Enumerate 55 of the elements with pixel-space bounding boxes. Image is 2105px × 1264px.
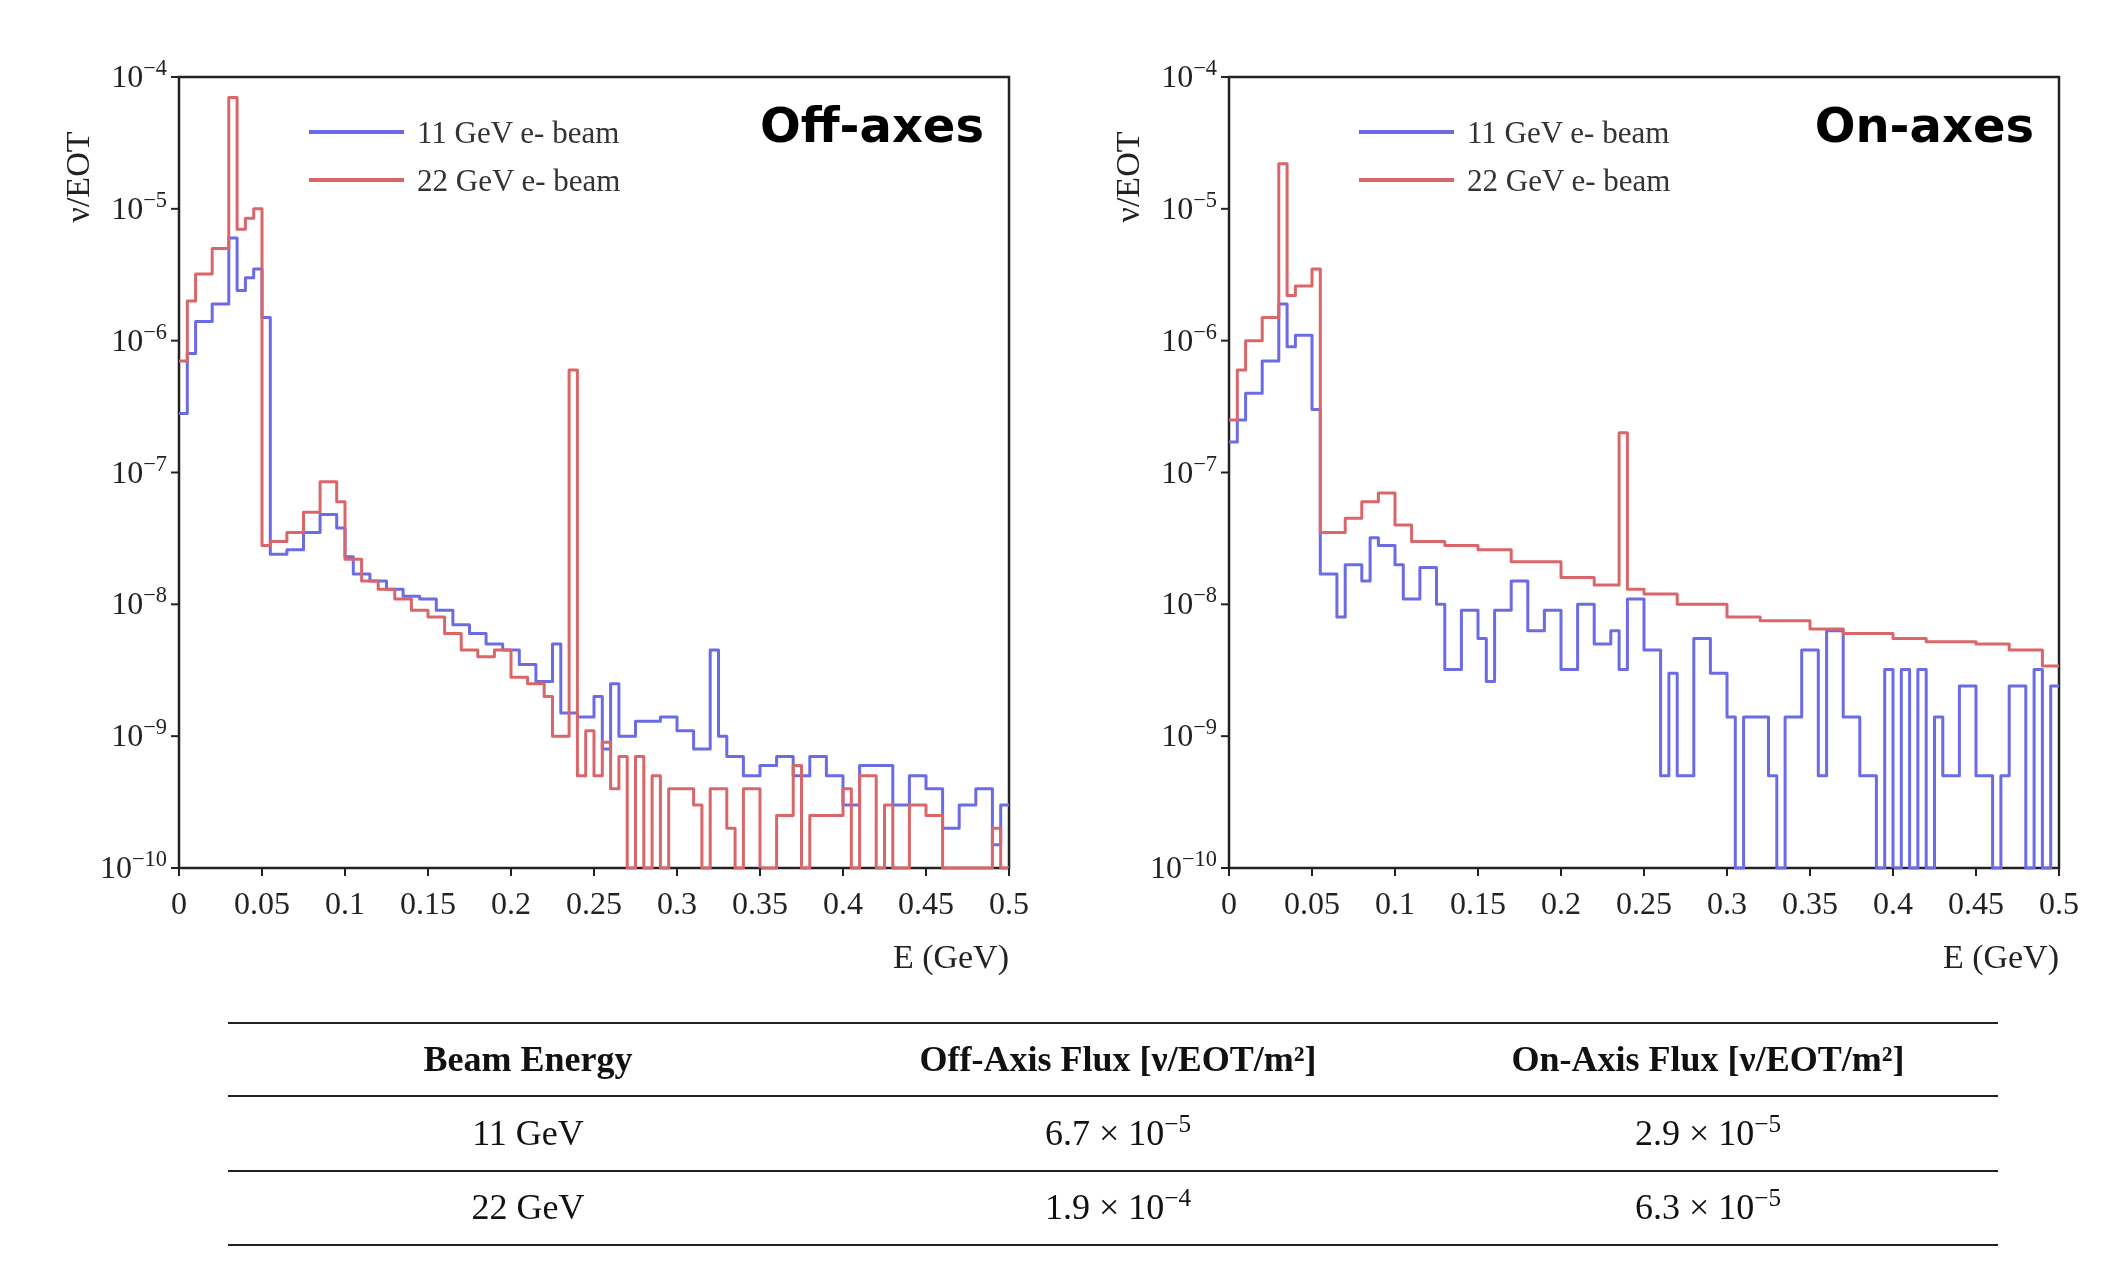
text: 6.3 × 10$^{−5}$ bbox=[1634, 1183, 1782, 1227]
y-tick-label: 10$^{−6}$ bbox=[1161, 318, 1217, 358]
x-tick-label: 0.05 bbox=[1284, 885, 1340, 921]
x-tick-label: 0.5 bbox=[2039, 885, 2079, 921]
x-tick-label: 0.45 bbox=[1948, 885, 2004, 921]
y-axis-title: ν/EOT bbox=[59, 131, 96, 223]
x-tick-label: 0.2 bbox=[491, 885, 531, 921]
text: 11 GeV bbox=[472, 1113, 584, 1153]
legend-label: 11 GeV e- beam bbox=[1467, 115, 1670, 150]
x-tick-label: 0.15 bbox=[1450, 885, 1506, 921]
text: 22 GeV bbox=[471, 1187, 585, 1227]
legend-label: 22 GeV e- beam bbox=[417, 163, 621, 198]
text: On-Axis Flux [ν/EOT/m²] bbox=[1511, 1039, 1905, 1079]
text: Off-Axis Flux [ν/EOT/m²] bbox=[919, 1039, 1317, 1079]
x-tick-label: 0.3 bbox=[1707, 885, 1747, 921]
y-tick-label: 10$^{−4}$ bbox=[1161, 54, 1217, 94]
x-tick-label: 0.4 bbox=[823, 885, 863, 921]
x-tick-label: 0.1 bbox=[1375, 885, 1415, 921]
y-tick-label: 10$^{−9}$ bbox=[111, 713, 167, 754]
y-tick-label: 10$^{−8}$ bbox=[1161, 581, 1217, 622]
x-tick-label: 0.3 bbox=[657, 885, 697, 921]
text: Beam Energy bbox=[423, 1039, 633, 1079]
legend-label: 11 GeV e- beam bbox=[417, 115, 620, 150]
y-tick-label: 10$^{−6}$ bbox=[111, 318, 167, 358]
x-axis-title: E (GeV) bbox=[892, 938, 1009, 976]
y-tick-label: 10$^{−4}$ bbox=[111, 54, 167, 94]
y-tick-label: 10$^{−10}$ bbox=[1149, 845, 1217, 885]
text: Off-axes bbox=[759, 97, 984, 153]
x-tick-label: 0 bbox=[1221, 885, 1237, 921]
text: 2.9 × 10$^{−5}$ bbox=[1634, 1109, 1782, 1153]
y-tick-label: 10$^{−8}$ bbox=[111, 581, 167, 622]
x-tick-label: 0.2 bbox=[1541, 885, 1581, 921]
text: 1.9 × 10$^{−4}$ bbox=[1044, 1183, 1192, 1227]
x-tick-label: 0.5 bbox=[989, 885, 1029, 921]
y-tick-label: 10$^{−9}$ bbox=[1161, 713, 1217, 754]
x-tick-label: 0.05 bbox=[234, 885, 290, 921]
y-axis-title: ν/EOT bbox=[1109, 131, 1146, 223]
x-tick-label: 0.25 bbox=[566, 885, 622, 921]
x-tick-label: 0.1 bbox=[325, 885, 365, 921]
y-tick-label: 10$^{−7}$ bbox=[1161, 450, 1217, 490]
x-axis-title: E (GeV) bbox=[1942, 938, 2059, 976]
y-tick-label: 10$^{−7}$ bbox=[111, 450, 167, 490]
x-tick-label: 0 bbox=[171, 885, 187, 921]
y-tick-label: 10$^{−5}$ bbox=[1161, 186, 1217, 226]
text: 6.7 × 10$^{−5}$ bbox=[1044, 1109, 1192, 1153]
y-tick-label: 10$^{−10}$ bbox=[99, 845, 167, 885]
x-tick-label: 0.4 bbox=[1873, 885, 1913, 921]
legend-label: 22 GeV e- beam bbox=[1467, 163, 1671, 198]
x-tick-label: 0.45 bbox=[898, 885, 954, 921]
x-tick-label: 0.25 bbox=[1616, 885, 1672, 921]
x-tick-label: 0.35 bbox=[1782, 885, 1838, 921]
x-tick-label: 0.15 bbox=[400, 885, 456, 921]
y-tick-label: 10$^{−5}$ bbox=[111, 186, 167, 226]
text: On-axes bbox=[1814, 97, 2034, 153]
x-tick-label: 0.35 bbox=[732, 885, 788, 921]
